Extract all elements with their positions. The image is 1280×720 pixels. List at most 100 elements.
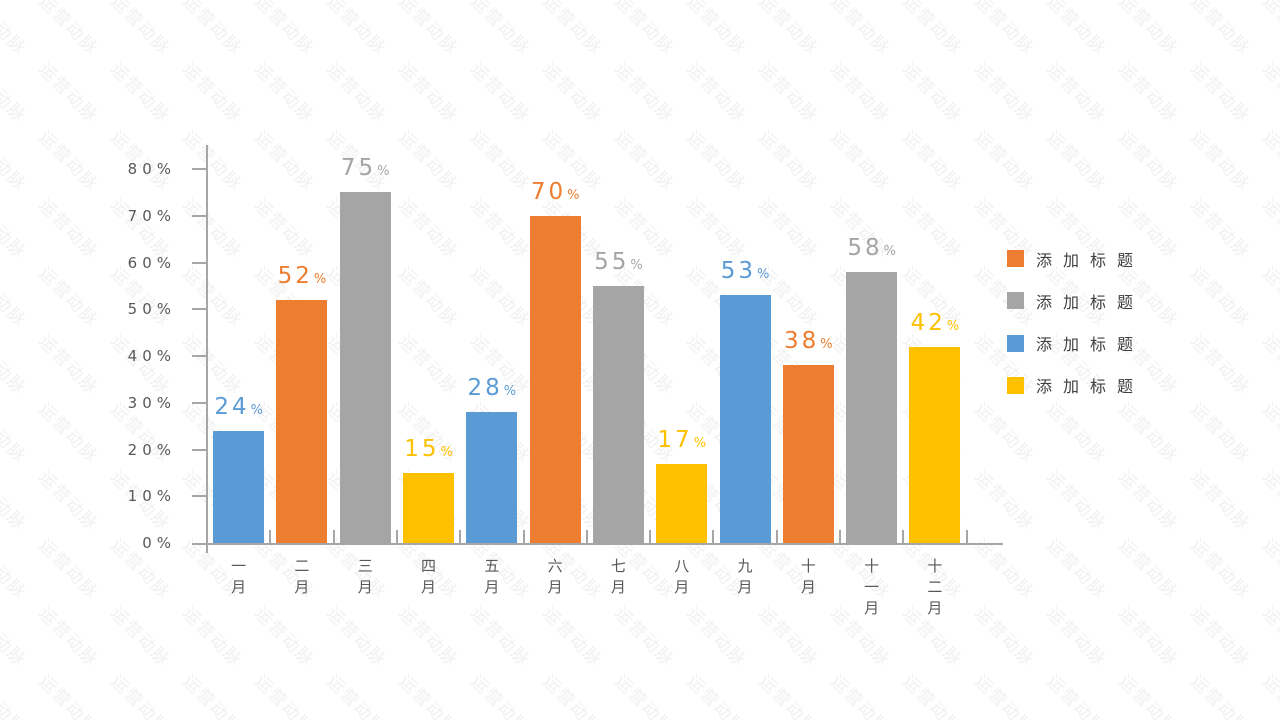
bar-十月 [782, 365, 834, 543]
x-axis-label-char: 二 [927, 578, 943, 596]
x-axis-label-六月: 六月 [535, 556, 575, 598]
x-axis-label-char: 月 [231, 578, 247, 596]
x-axis-label-char: 九 [737, 557, 753, 575]
x-axis-label-char: 月 [927, 599, 943, 617]
bar-十二月 [909, 346, 961, 543]
legend-item: 添加标题 [1007, 334, 1144, 354]
x-axis-label-char: 月 [294, 578, 310, 596]
y-axis-tick [192, 168, 207, 170]
x-axis-label-char: 三 [357, 557, 373, 575]
x-axis-label-char: 二 [294, 557, 310, 575]
legend-item-label: 添加标题 [1036, 335, 1145, 355]
bar-一月 [213, 430, 265, 543]
x-axis-tick [649, 530, 652, 543]
x-axis-label-char: 八 [674, 557, 690, 575]
x-axis-label-char: 月 [484, 578, 500, 596]
bar-value-unit: % [440, 444, 453, 460]
x-axis-label-三月: 三月 [345, 556, 385, 598]
y-axis-tick-label: 30% [127, 393, 176, 412]
bar-value-number: 28 [467, 375, 503, 402]
bar-value-label: 38% [753, 327, 863, 359]
y-axis-tick [192, 355, 207, 357]
bar-value-number: 53 [720, 258, 756, 285]
x-axis-label-char: 六 [547, 557, 563, 575]
bar-五月 [466, 412, 518, 543]
y-axis-tick-label: 50% [127, 300, 176, 319]
legend-item-label: 添加标题 [1036, 292, 1145, 312]
bar-value-number: 24 [214, 393, 250, 420]
x-axis-label-char: 一 [864, 578, 880, 596]
x-axis-tick [269, 530, 272, 543]
legend-item-label: 添加标题 [1036, 377, 1145, 397]
y-axis-tick-label: 40% [127, 347, 176, 365]
bar-value-unit: % [630, 257, 643, 273]
bar-九月 [719, 295, 771, 543]
bar-value-label: 24% [184, 393, 294, 425]
x-axis-tick [712, 530, 715, 543]
x-axis-label-char: 月 [357, 578, 373, 596]
legend-color-swatch [1007, 376, 1024, 394]
x-axis-tick [775, 530, 778, 543]
legend-color-swatch [1007, 250, 1024, 267]
bar-value-unit: % [313, 271, 327, 287]
x-axis-tick [459, 530, 462, 543]
x-axis-label-四月: 四月 [409, 556, 449, 598]
y-axis-tick [192, 401, 207, 404]
bar-value-label: 75% [310, 154, 420, 186]
bar-value-label: 55% [563, 248, 673, 280]
bar-value-number: 38 [784, 328, 820, 355]
y-axis-tick-label: 10% [127, 487, 176, 506]
x-axis-label-char: 一 [231, 557, 247, 575]
x-axis-label-char: 四 [421, 557, 437, 575]
bar-value-unit: % [377, 164, 390, 180]
x-axis-label-char: 十 [927, 557, 943, 575]
bar-value-label: 70% [500, 178, 610, 210]
x-axis-label-char: 月 [421, 578, 437, 596]
y-axis-tick [192, 308, 207, 311]
y-axis-tick-label: 80% [127, 160, 176, 178]
x-axis-label-char: 七 [610, 557, 626, 575]
y-axis-tick-label: 60% [127, 253, 176, 272]
bar-二月 [276, 299, 328, 543]
y-axis-tick-label: 0% [142, 534, 176, 552]
x-axis-tick [585, 530, 588, 543]
bar-value-unit: % [250, 402, 263, 418]
x-axis-tick [332, 530, 335, 543]
x-axis-tick [965, 530, 968, 543]
bar-value-label: 53% [690, 257, 800, 289]
bar-value-number: 42 [910, 309, 946, 336]
bar-value-unit: % [757, 267, 770, 283]
bar-value-unit: % [693, 435, 707, 451]
x-axis-label-十一月: 十一月 [852, 556, 892, 619]
x-axis-label-char: 十 [864, 557, 880, 575]
bar-value-unit: % [820, 337, 833, 353]
x-axis-label-九月: 九月 [725, 556, 765, 598]
bar-value-unit: % [567, 187, 580, 203]
bar-value-number: 70 [530, 178, 567, 205]
x-axis-label-char: 月 [737, 578, 753, 596]
x-axis-label-char: 五 [484, 557, 500, 575]
x-axis-label-五月: 五月 [472, 556, 512, 598]
y-axis-tick [192, 448, 207, 451]
x-axis-label-一月: 一月 [219, 556, 259, 598]
bar-value-number: 52 [277, 262, 313, 289]
y-axis-line [206, 145, 208, 553]
bar-value-number: 75 [340, 155, 377, 182]
bar-value-number: 15 [404, 435, 440, 462]
x-axis-label-char: 十 [800, 557, 816, 575]
x-axis-label-char: 月 [610, 578, 626, 596]
bar-value-label: 17% [627, 426, 737, 458]
bar-三月 [339, 192, 391, 543]
bar-八月 [656, 463, 708, 543]
bar-value-label: 42% [880, 309, 990, 341]
x-axis-tick [395, 530, 398, 543]
bar-六月 [529, 215, 581, 543]
x-axis-tick [902, 530, 905, 543]
x-axis-label-char: 月 [864, 599, 880, 617]
x-axis-label-二月: 二月 [282, 556, 322, 598]
legend-item: 添加标题 [1007, 376, 1144, 396]
x-axis-label-十二月: 十二月 [915, 556, 955, 619]
y-axis-tick-label: 70% [127, 206, 176, 225]
